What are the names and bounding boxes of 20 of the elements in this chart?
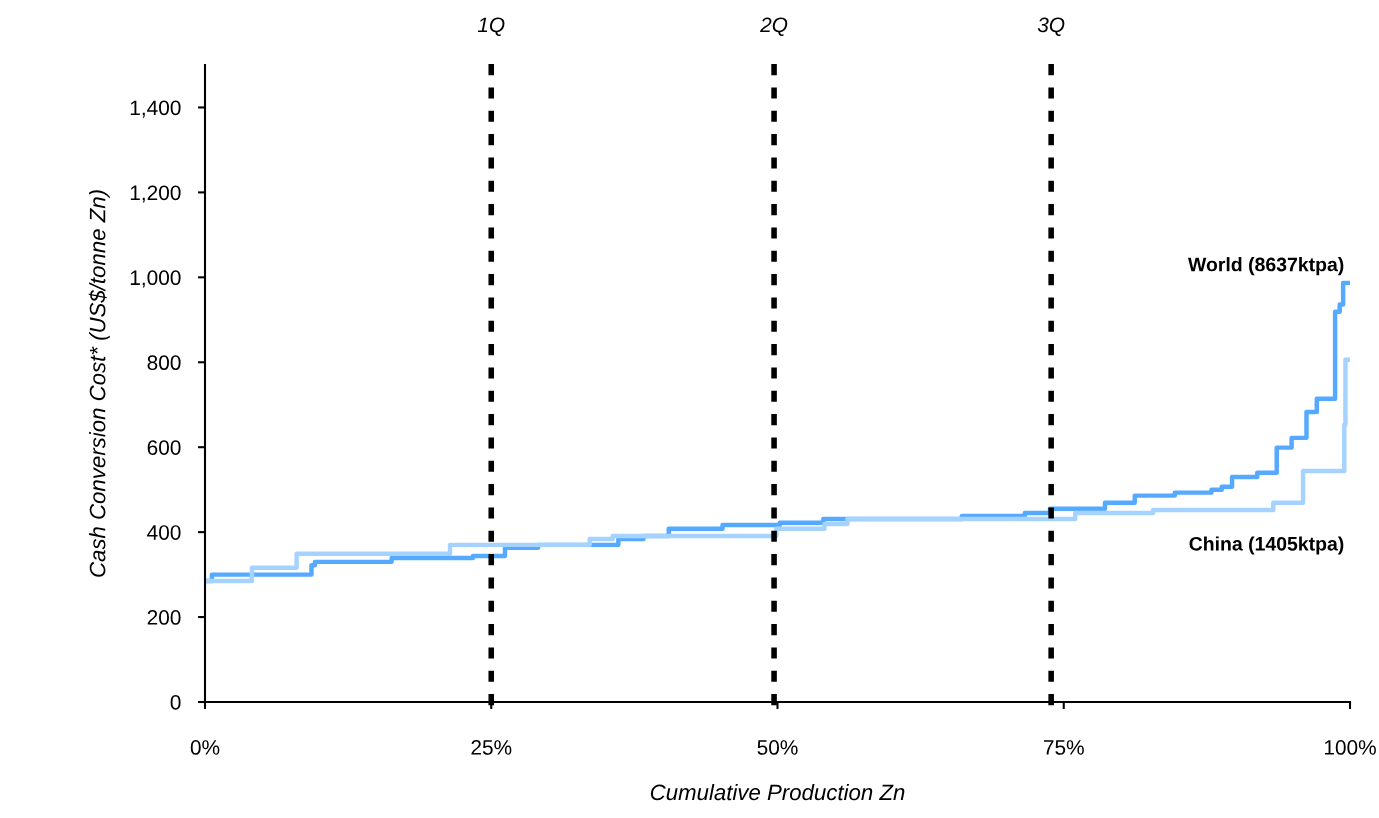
x-tick-label: 50% bbox=[757, 740, 798, 755]
ref-line-label: 1Q bbox=[477, 17, 505, 36]
y-tick-label: 400 bbox=[147, 525, 181, 540]
y-tick-label: 0 bbox=[170, 695, 181, 710]
x-tick-label: 0% bbox=[190, 740, 220, 755]
series-label: China (1405ktpa) bbox=[1189, 536, 1344, 555]
x-tick-label: 75% bbox=[1043, 740, 1084, 755]
series-label: World (8637ktpa) bbox=[1187, 257, 1344, 276]
y-tick-label: 1,200 bbox=[130, 185, 181, 203]
y-tick-label: 200 bbox=[147, 610, 181, 625]
y-tick-label: 600 bbox=[147, 440, 181, 455]
ref-line-label: 3Q bbox=[1037, 17, 1065, 36]
ref-line-label: 2Q bbox=[760, 17, 788, 36]
y-tick-label: 1,400 bbox=[130, 100, 181, 118]
x-axis-title: Cumulative Production Zn bbox=[650, 783, 905, 801]
x-tick-label: 100% bbox=[1324, 740, 1376, 755]
x-tick-label: 25% bbox=[471, 740, 512, 755]
y-axis-title: Cash Conversion Cost* (US$/tonne Zn) bbox=[88, 190, 110, 577]
y-tick-label: 1,000 bbox=[130, 270, 181, 288]
y-tick-label: 800 bbox=[147, 355, 181, 371]
